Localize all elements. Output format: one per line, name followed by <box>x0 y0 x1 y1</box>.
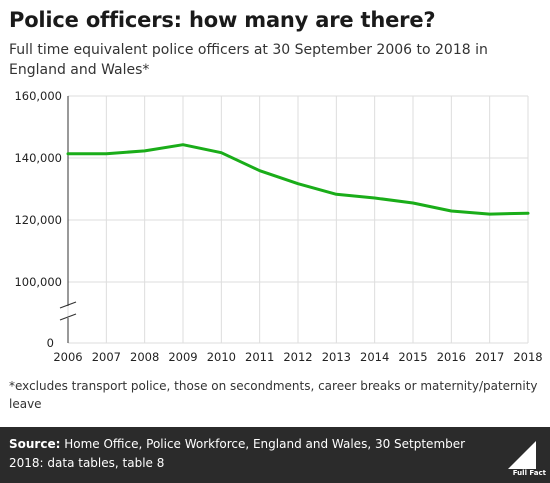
logo-text: Full Fact <box>512 469 546 477</box>
x-tick-label: 2015 <box>398 350 427 364</box>
axis-layer <box>59 96 77 343</box>
x-tick-label: 2011 <box>245 350 274 364</box>
chart-title: Police officers: how many are there? <box>9 8 436 32</box>
x-tick-label: 2012 <box>283 350 312 364</box>
source-label: Source: <box>9 437 61 451</box>
axis-break-mark <box>59 313 77 321</box>
x-tick-label: 2007 <box>92 350 121 364</box>
source-text: Source: Home Office, Police Workforce, E… <box>9 435 489 473</box>
x-tick-label: 2017 <box>475 350 504 364</box>
y-tick-label: 120,000 <box>14 213 62 227</box>
x-tick-label: 2018 <box>513 350 542 364</box>
y-tick-label: 140,000 <box>14 151 62 165</box>
axis-break-mark <box>59 301 77 309</box>
y-tick-label: 160,000 <box>14 89 62 103</box>
series-line <box>66 143 530 216</box>
grid-layer <box>67 95 529 344</box>
series-layer <box>66 143 530 216</box>
footnote: *excludes transport police, those on sec… <box>9 379 538 411</box>
x-tick-label: 2014 <box>360 350 389 364</box>
x-tick-label: 2013 <box>322 350 351 364</box>
y-tick-label: 0 <box>47 336 54 350</box>
full-fact-logo-icon <box>508 441 536 469</box>
x-tick-label: 2010 <box>207 350 236 364</box>
chart-subtitle: Full time equivalent police officers at … <box>9 42 488 78</box>
x-tick-label: 2016 <box>437 350 466 364</box>
x-tick-label: 2009 <box>168 350 197 364</box>
x-tick-label: 2008 <box>130 350 159 364</box>
source-body: Home Office, Police Workforce, England a… <box>9 437 466 470</box>
x-tick-label: 2006 <box>53 350 82 364</box>
y-tick-label: 100,000 <box>14 275 62 289</box>
footer-bar: Source: Home Office, Police Workforce, E… <box>0 427 550 483</box>
